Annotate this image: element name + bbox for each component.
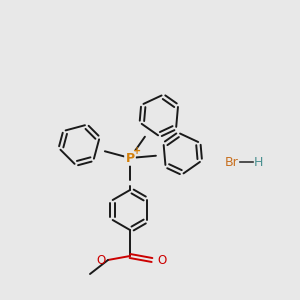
Text: O: O xyxy=(157,254,166,266)
Text: Br: Br xyxy=(225,155,239,169)
Text: O: O xyxy=(97,254,106,266)
Text: H: H xyxy=(253,155,263,169)
Text: +: + xyxy=(133,146,141,156)
Text: P: P xyxy=(125,152,135,164)
